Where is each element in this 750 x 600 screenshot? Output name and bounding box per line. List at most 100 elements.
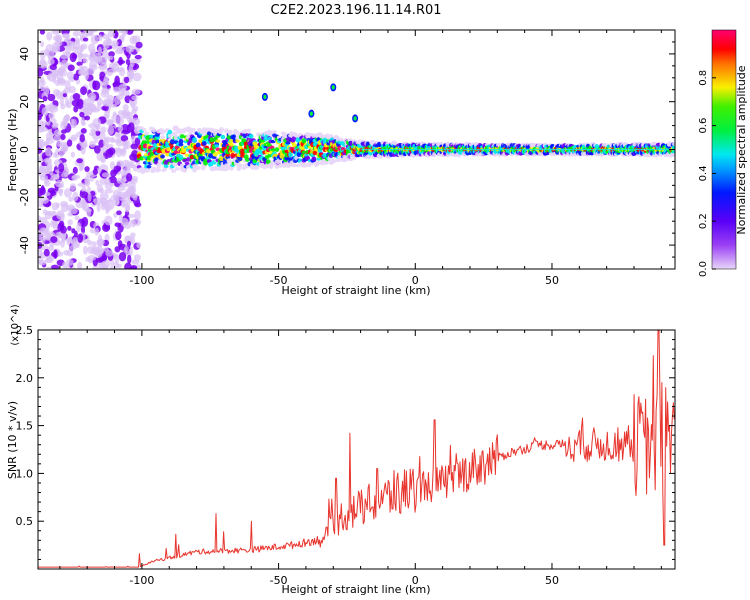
spectrogram-cell [265, 159, 271, 165]
spectrogram-cell [157, 159, 163, 164]
spectrogram-cell [39, 30, 46, 35]
spectrogram-cell [96, 239, 104, 247]
spectrogram-cell [245, 157, 250, 162]
spectrogram-cell [195, 165, 201, 171]
spectrogram-cell [67, 64, 75, 72]
spectrogram-cell [331, 159, 336, 164]
spectrogram-cell [55, 173, 60, 180]
spectrogram-cell [38, 259, 47, 266]
spectrogram-cells [38, 30, 675, 269]
spectrogram-cell [118, 66, 126, 77]
spectrogram-cell [120, 177, 126, 184]
spectrogram-x-ticks: -100 -50 0 50 [59, 30, 662, 287]
spectrogram-cell [55, 180, 64, 188]
spectrogram-cell [76, 222, 82, 233]
spectrogram-cell [237, 163, 243, 168]
spectrogram-cell [76, 61, 83, 66]
spectrogram-cell [134, 54, 142, 60]
spectrogram-cell [96, 102, 102, 112]
x-tick-label: -100 [129, 574, 154, 587]
spectrogram-cell [124, 111, 130, 117]
spectrogram-cell [92, 168, 98, 176]
y-tick-label: 40 [18, 47, 31, 61]
spectrogram-cell [73, 105, 79, 113]
spectrogram-cell [65, 237, 71, 243]
spectrogram-cell [91, 241, 97, 248]
spectrogram-cell [82, 245, 88, 255]
spectrogram-cell [70, 118, 75, 128]
spectrogram-cell [60, 133, 66, 141]
spectrogram-cell [110, 259, 115, 267]
spectrogram-cell [128, 71, 135, 78]
spectrogram-cell [229, 142, 234, 147]
spectrogram-cell [132, 218, 142, 227]
spectrogram-cell [295, 163, 301, 168]
spectrogram-cell [63, 33, 71, 39]
spectrogram-cell [61, 172, 69, 178]
spectrogram-cell [211, 155, 217, 160]
spectrogram-cell [214, 144, 220, 148]
spectrogram-cell [49, 64, 58, 71]
spectrogram-cell [95, 257, 104, 263]
spectrogram-cell [99, 177, 107, 185]
spectrogram-cell [118, 30, 124, 34]
spectrogram-cell [165, 151, 170, 157]
spectrogram-cell [215, 139, 221, 143]
spectrogram-cell [114, 222, 122, 228]
spectrogram-cell [160, 154, 165, 159]
spectrogram-cell [84, 115, 91, 121]
spectrogram-cell [120, 123, 130, 133]
spectrogram-cell [65, 101, 72, 109]
spectrogram-cell [58, 188, 63, 197]
spectrogram-cell [272, 130, 277, 135]
spectrogram-cell [278, 163, 284, 168]
spectrogram-cell [235, 139, 240, 143]
spectrogram-cell [208, 163, 213, 167]
spectrogram-cell [122, 104, 129, 111]
spectrogram-cell [77, 52, 84, 58]
spectrogram-cell [72, 93, 81, 101]
spectrogram-cell [81, 121, 87, 126]
spectrogram-cell [233, 145, 239, 150]
spectrogram-cell [169, 139, 175, 145]
y-tick-label: 20 [18, 95, 31, 109]
spectrogram-spike-core [353, 116, 357, 121]
spectrogram-cell [184, 161, 190, 166]
spectrogram-cell [118, 252, 127, 262]
spectrogram-cell [108, 176, 117, 184]
spectrogram-cell [118, 214, 123, 222]
spectrogram-cell [67, 212, 73, 217]
spectrogram-cell [82, 199, 87, 210]
spectrogram-cell [82, 58, 88, 64]
spectrogram-cell [58, 162, 65, 173]
spectrogram-cell [118, 148, 124, 155]
spectrogram-cell [92, 80, 101, 91]
spectrogram-cell [241, 166, 247, 170]
spectrogram-cell [103, 75, 109, 83]
spectrogram-cell [83, 98, 92, 106]
snr-frame [37, 329, 676, 570]
spectrogram-cell [97, 46, 103, 56]
spectrogram-cell [90, 127, 96, 133]
spectrogram-cell [79, 133, 85, 143]
spectrogram-cell [281, 132, 287, 137]
spectrogram-cell [311, 156, 317, 162]
spectrogram-cell [40, 236, 46, 244]
spectrogram-cell [66, 249, 74, 257]
spectrogram-cell [107, 125, 115, 136]
spectrogram-cell [51, 45, 61, 53]
spectrogram-spike-core [309, 111, 313, 116]
spectrogram-cell [46, 211, 56, 216]
spectrogram-cell [182, 158, 188, 163]
spectrogram-cell [38, 60, 48, 69]
spectrogram-cell [127, 122, 135, 132]
y-tick-label: 0.5 [16, 515, 34, 528]
spectrogram-cell [88, 64, 98, 71]
spectrogram-cell [53, 129, 62, 137]
spectrogram-cell [105, 206, 110, 215]
spectrogram-cell [117, 124, 124, 133]
spectrogram-cell [179, 134, 185, 139]
spectrogram-cell [78, 70, 87, 76]
spectrogram-cell [69, 45, 79, 52]
spectrogram-cell [47, 93, 56, 102]
